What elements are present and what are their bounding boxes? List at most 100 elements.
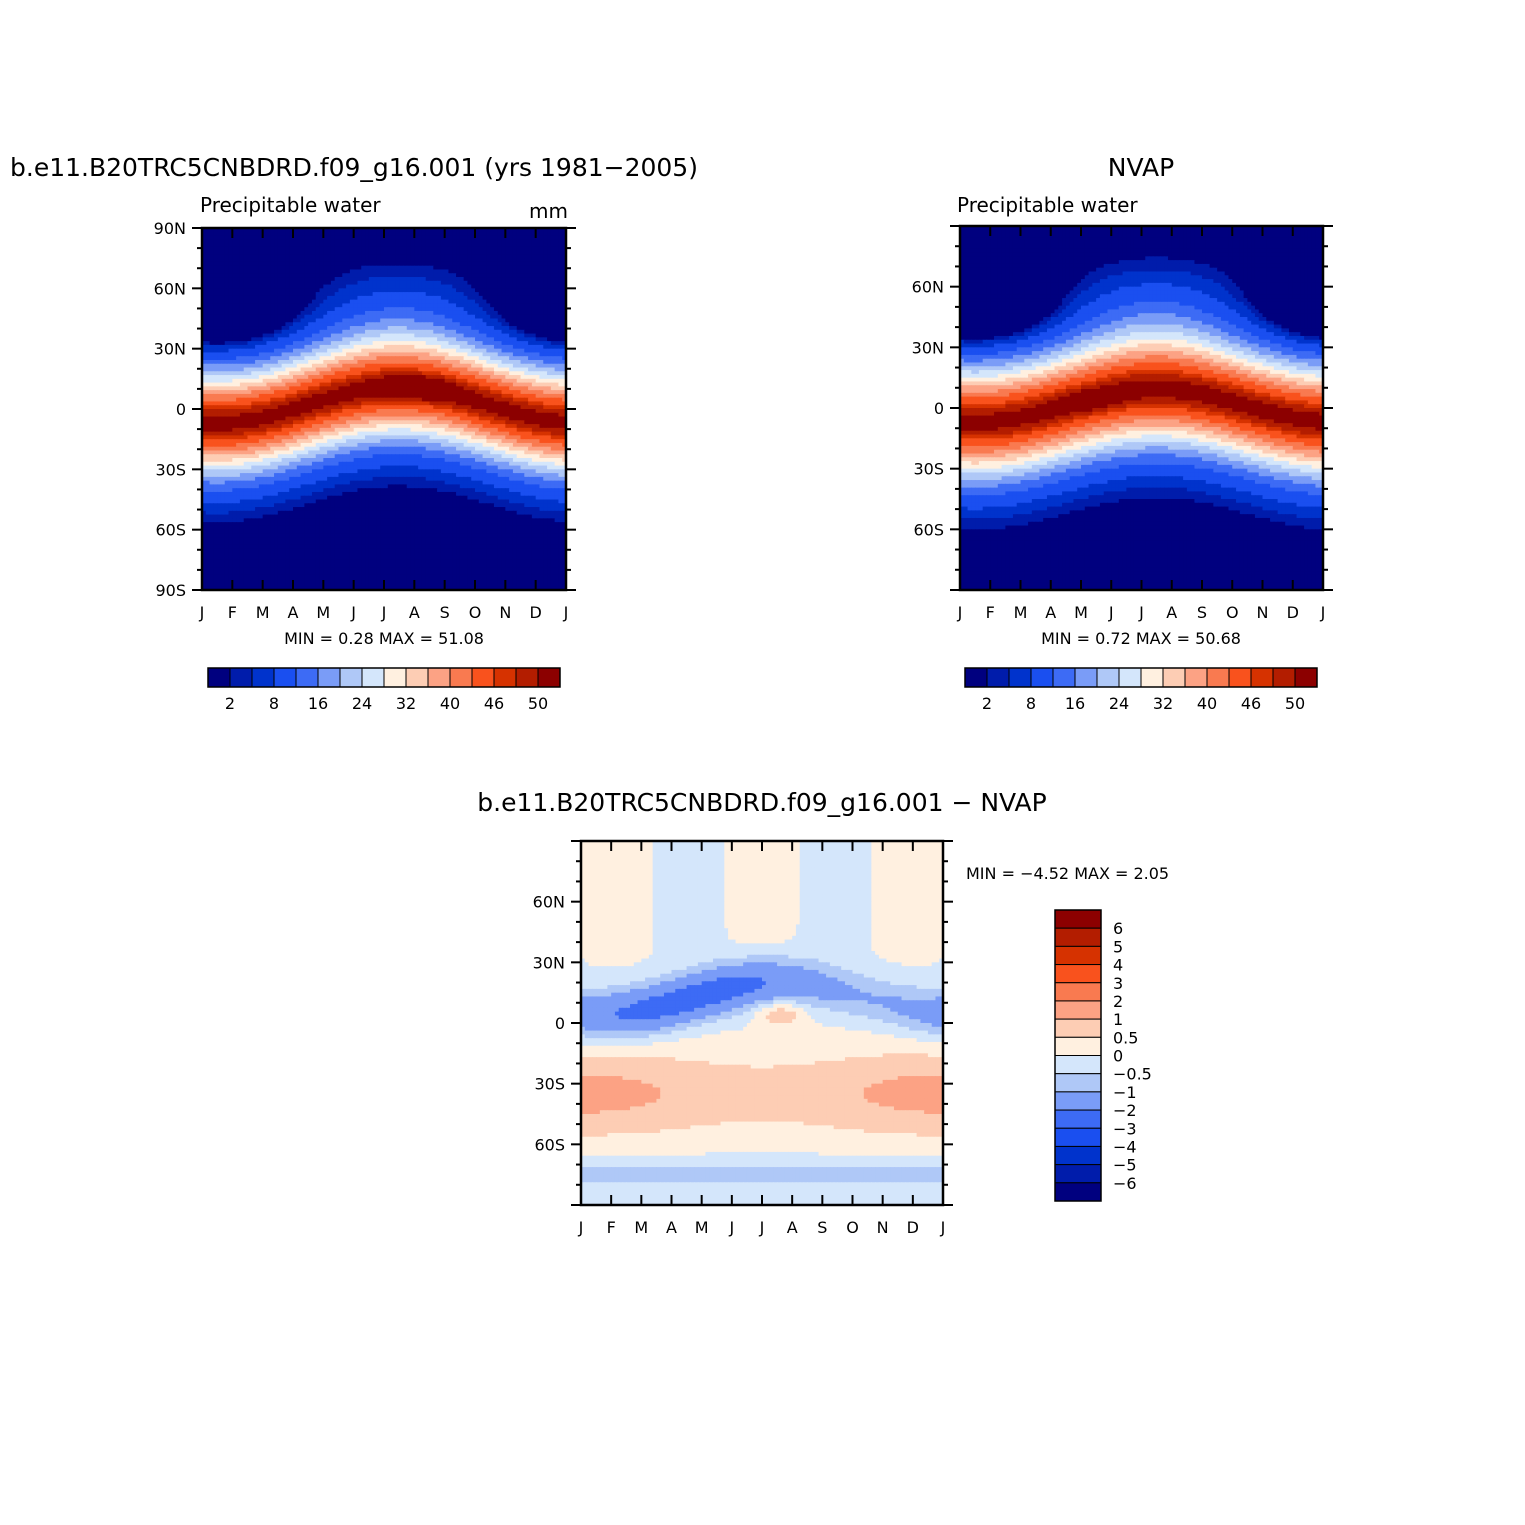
panel-model-cell: [327, 322, 332, 327]
panel-model-cell: [251, 371, 256, 376]
panel-model-cell: [342, 280, 347, 286]
panel-model-cell: [270, 382, 275, 387]
panel-model-cell: [448, 337, 453, 342]
panel-model-cell: [535, 303, 541, 308]
panel-model-cell: [418, 416, 423, 421]
panel-model-cell: [452, 382, 457, 387]
panel-model-cell: [440, 337, 446, 342]
panel-model-cell: [270, 393, 275, 399]
panel-model-cell: [399, 239, 404, 244]
panel-model-cell: [562, 314, 567, 320]
panel-model-cell: [285, 333, 290, 338]
panel-model-cell: [535, 310, 541, 316]
panel-model-cell: [478, 329, 484, 335]
panel-model-cell: [209, 265, 214, 271]
panel-model-cell: [516, 409, 522, 414]
panel-model-cell: [323, 405, 328, 410]
panel-model-cell: [437, 250, 442, 255]
panel-model-cell: [217, 371, 222, 376]
panel-model-cell: [315, 337, 321, 342]
panel-model-cell: [346, 314, 351, 320]
panel-model-cell: [361, 386, 366, 391]
panel-model-cell: [501, 258, 506, 263]
panel-model-cell: [289, 322, 294, 327]
panel-model-cell: [247, 280, 252, 286]
panel-model-cell: [505, 250, 510, 255]
panel-model-cell: [528, 322, 533, 327]
panel-model-cell: [224, 416, 230, 421]
panel-model-cell: [224, 382, 230, 387]
panel-model-cell: [315, 397, 321, 403]
panel-model-cell: [554, 318, 560, 323]
panel-model-cell: [376, 405, 381, 410]
panel-model-cell: [319, 292, 324, 297]
panel-model-cell: [315, 258, 321, 263]
panel-model-cell: [550, 303, 556, 308]
panel-model-cell: [289, 405, 294, 410]
panel-model-cell: [209, 367, 214, 372]
panel-model-cell: [365, 318, 370, 323]
panel-model-cell: [425, 393, 431, 399]
panel-model-cell: [452, 386, 457, 391]
panel-model-cell: [456, 231, 461, 237]
panel-model-cell: [528, 341, 533, 346]
panel-model-cell: [380, 250, 385, 255]
panel-model-cell: [315, 288, 321, 293]
panel-model-cell: [376, 258, 381, 263]
panel-model-cell: [239, 261, 245, 267]
panel-model-cell: [228, 292, 233, 297]
panel-model-cell: [342, 416, 347, 421]
panel-model-cell: [330, 329, 336, 335]
panel-model-cell: [516, 382, 522, 387]
panel-model-cell: [531, 375, 537, 380]
panel-model-cell: [456, 246, 461, 252]
panel-model-cell: [402, 371, 408, 376]
panel-model-cell: [520, 337, 525, 342]
panel-model-cell: [486, 390, 491, 395]
panel-model-cell: [376, 243, 381, 248]
panel-model-cell: [289, 303, 294, 308]
panel-model-cell: [346, 344, 351, 350]
panel-model-cell: [349, 243, 355, 248]
panel-model-cell: [524, 292, 529, 297]
panel-model-cell: [368, 333, 374, 338]
panel-model-cell: [459, 356, 465, 361]
panel-model-cell: [562, 420, 567, 425]
panel-model-cell: [243, 386, 249, 391]
panel-model-cell: [429, 344, 434, 350]
panel-model-cell: [391, 292, 396, 297]
panel-model-cell: [395, 401, 400, 406]
panel-model-cell: [478, 314, 484, 320]
panel-model-cell: [220, 412, 226, 418]
panel-model-cell: [277, 250, 283, 255]
panel-model-cell: [554, 412, 560, 418]
panel-model-cell: [323, 243, 328, 248]
panel-model-cell: [315, 284, 321, 289]
panel-model-cell: [243, 352, 249, 357]
panel-model-cell: [289, 269, 294, 274]
panel-model-cell: [452, 314, 457, 320]
panel-model-cell: [395, 322, 400, 327]
panel-model-cell: [232, 322, 237, 327]
panel-model-cell: [456, 371, 461, 376]
panel-model-cell: [402, 359, 408, 365]
panel-model-cell: [459, 322, 465, 327]
panel-model-cell: [414, 292, 419, 297]
panel-model-cell: [421, 314, 427, 320]
panel-model-cell: [266, 288, 271, 293]
panel-model-cell: [459, 239, 465, 244]
panel-model-cell: [353, 412, 359, 418]
panel-model-cell: [433, 310, 438, 316]
panel-model-cell: [232, 344, 237, 350]
panel-model-cell: [281, 269, 287, 274]
panel-model-cell: [535, 386, 541, 391]
panel-model-cell: [467, 333, 472, 338]
panel-model-cell: [232, 258, 237, 263]
panel-model-cell: [247, 371, 252, 376]
panel-model-cell: [402, 284, 408, 289]
panel-model-cell: [300, 333, 305, 338]
panel-model-cell: [323, 303, 328, 308]
panel-model-cell: [547, 386, 552, 391]
panel-model-cell: [421, 231, 427, 237]
panel-model-cell: [308, 295, 313, 301]
